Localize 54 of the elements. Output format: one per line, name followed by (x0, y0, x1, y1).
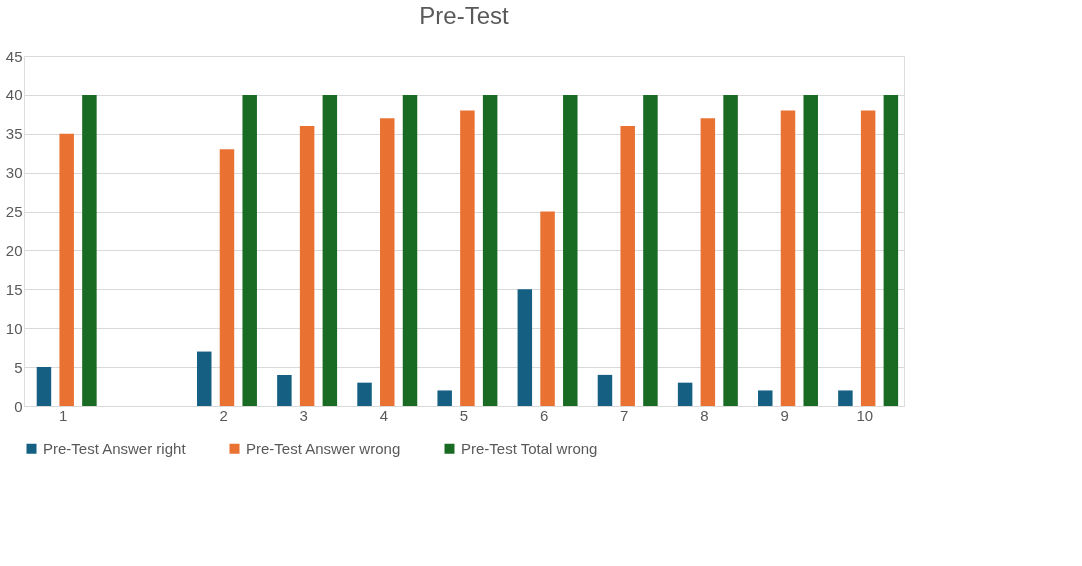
bar (460, 110, 475, 406)
y-tick-label: 15 (5, 280, 23, 298)
x-tick-label: 1 (59, 406, 68, 424)
x-tick-label: 10 (856, 406, 874, 424)
x-tick-label: 3 (299, 406, 308, 424)
chart-title: Pre-Test (419, 2, 510, 29)
x-tick-label: 7 (620, 406, 629, 424)
bar (59, 133, 74, 406)
legend-label: Pre-Test Answer wrong (246, 439, 401, 457)
bar (357, 382, 372, 406)
bar (277, 374, 292, 406)
y-tick-label: 30 (5, 164, 23, 182)
bar (196, 351, 212, 406)
legend-label: Pre-Test Total wrong (461, 439, 598, 457)
bar (437, 390, 452, 406)
bar (860, 110, 876, 406)
bar (838, 390, 853, 406)
y-tick-label: 40 (5, 86, 23, 104)
bar (758, 390, 773, 406)
y-tick-label: 25 (5, 203, 23, 221)
bar (780, 110, 796, 406)
bar (563, 94, 578, 406)
x-tick-label: 5 (459, 406, 469, 424)
bar (482, 94, 498, 406)
bar (322, 94, 338, 406)
bar (803, 94, 818, 406)
bar (82, 94, 97, 406)
legend-label: Pre-Test Answer right (43, 439, 187, 457)
x-tick-label: 2 (219, 406, 228, 424)
bar (517, 289, 533, 406)
y-tick-label: 5 (14, 358, 23, 376)
x-tick-label: 6 (539, 406, 549, 424)
bar (299, 126, 315, 406)
x-tick-label: 8 (700, 406, 709, 424)
bar (242, 94, 257, 406)
bar (700, 118, 716, 406)
bar (402, 94, 418, 406)
bar (219, 149, 235, 406)
bar (597, 374, 613, 406)
x-tick-label: 9 (780, 406, 789, 424)
y-tick-label: 10 (5, 319, 23, 337)
bar (677, 382, 693, 406)
bar (36, 367, 52, 406)
y-tick-label: 20 (5, 241, 23, 259)
bar (540, 211, 555, 406)
bar (620, 126, 635, 406)
y-tick-label: 35 (5, 125, 23, 143)
bar (643, 94, 658, 406)
bar (723, 94, 738, 406)
y-tick-label: 0 (14, 397, 23, 415)
y-tick-label: 45 (5, 47, 23, 65)
bar (380, 118, 395, 406)
x-tick-label: 4 (379, 406, 389, 424)
bar (883, 94, 899, 406)
